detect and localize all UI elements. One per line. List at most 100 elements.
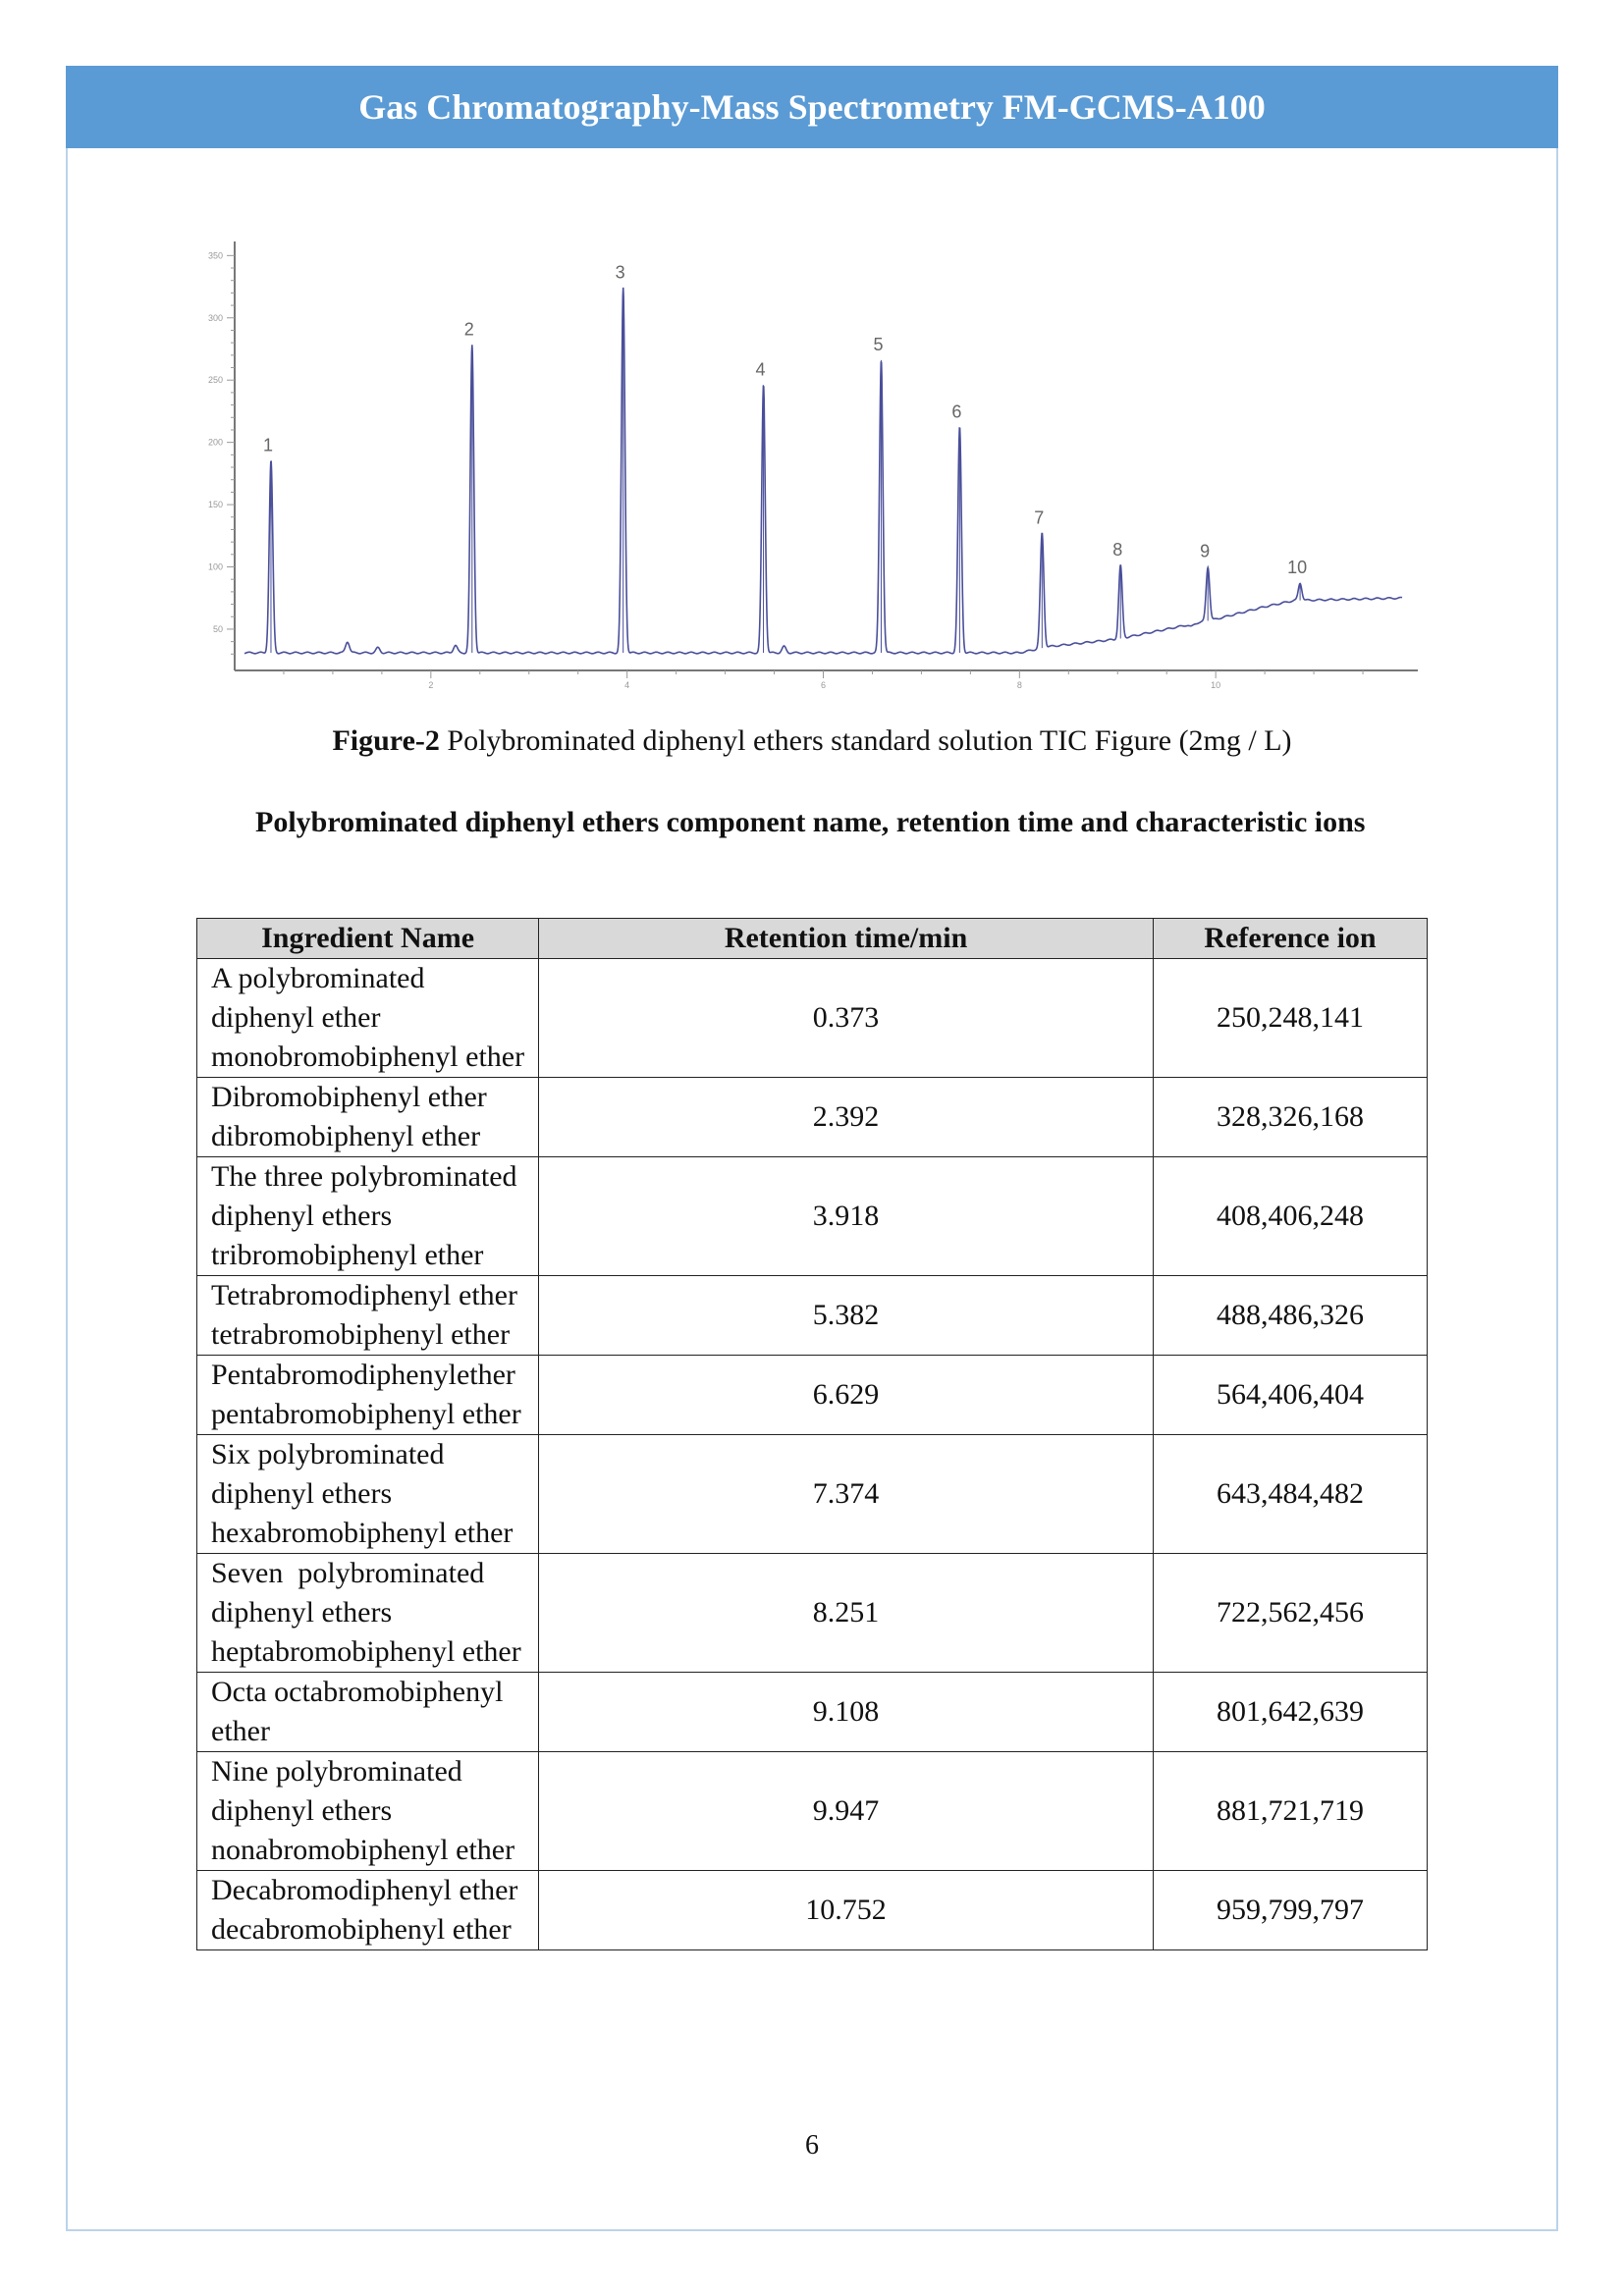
x-tick-label: 10	[1211, 680, 1220, 690]
x-tick-label: 6	[821, 680, 826, 690]
ingredient-name-line: diphenyl ethers	[211, 1200, 393, 1232]
header-title: Gas Chromatography-Mass Spectrometry FM-…	[358, 87, 1266, 127]
ingredient-name-line: heptabromobiphenyl ether	[211, 1635, 521, 1668]
table-row: A polybrominated diphenyl ether monobromob…	[195, 958, 1428, 1078]
y-tick-label: 200	[208, 438, 223, 448]
peak-label: 7	[1034, 507, 1044, 527]
table-row: Six polybrominated diphenyl ethers hexabro…	[195, 1434, 1428, 1554]
retention-time-cell: 0.373	[538, 958, 1154, 1078]
ingredient-name-line: monobromobiphenyl ether	[211, 1041, 525, 1073]
peak-label: 2	[464, 320, 474, 340]
ingredient-name-cell: Nine polybrominated diphenyl ethers nonabr…	[195, 1751, 540, 1871]
y-tick-label: 350	[208, 250, 223, 260]
table-header-row: Ingredient Name Retention time/min Refer…	[195, 918, 1428, 959]
reference-ion-cell: 564,406,404	[1153, 1355, 1428, 1435]
figure-label: Figure-2	[332, 724, 440, 757]
reference-ion-cell: 881,721,719	[1153, 1751, 1428, 1871]
table-row: Seven polybrominated diphenyl ethers hepta…	[195, 1553, 1428, 1673]
peak-label: 3	[616, 262, 625, 282]
ingredient-name-line: ether	[211, 1715, 270, 1747]
ingredient-name-line: Pentabromodiphenylether	[211, 1359, 515, 1391]
ingredient-name-line: diphenyl ethers	[211, 1477, 393, 1510]
peak-label: 5	[873, 335, 883, 354]
ingredient-name-line: nonabromobiphenyl ether	[211, 1834, 515, 1866]
ingredient-name-cell: Octa octabromobiphenyl ether	[195, 1672, 540, 1752]
ingredient-name-line: Dibromobiphenyl ether	[211, 1081, 487, 1113]
ingredient-name-line: The three polybrominated	[211, 1160, 517, 1193]
ingredient-name-cell: Seven polybrominated diphenyl ethers hepta…	[195, 1553, 540, 1673]
y-tick-label: 150	[208, 500, 223, 509]
table-row: Nine polybrominated diphenyl ethers nonabr…	[195, 1751, 1428, 1871]
page-header: Gas Chromatography-Mass Spectrometry FM-…	[66, 66, 1558, 148]
x-tick-label: 2	[428, 680, 433, 690]
table-row: Tetrabromodiphenyl ether tetrabromobiphen…	[195, 1275, 1428, 1356]
ingredient-name-cell: Pentabromodiphenylether pentabromobipheny…	[195, 1355, 540, 1435]
retention-time-cell: 3.918	[538, 1156, 1154, 1276]
retention-time-cell: 5.382	[538, 1275, 1154, 1356]
x-tick-label: 8	[1017, 680, 1022, 690]
table-row: Pentabromodiphenylether pentabromobipheny…	[195, 1355, 1428, 1435]
ingredient-name-line: Tetrabromodiphenyl ether	[211, 1279, 517, 1311]
peak-label: 8	[1112, 540, 1122, 560]
retention-time-cell: 2.392	[538, 1077, 1154, 1157]
reference-ion-cell: 250,248,141	[1153, 958, 1428, 1078]
retention-time-cell: 9.108	[538, 1672, 1154, 1752]
ingredient-name-line: Nine polybrominated	[211, 1755, 462, 1788]
ingredient-name-line: pentabromobiphenyl ether	[211, 1398, 521, 1430]
ingredient-name-line: diphenyl ethers	[211, 1794, 393, 1827]
retention-time-cell: 8.251	[538, 1553, 1154, 1673]
table-row: The three polybrominated diphenyl ethers t…	[195, 1156, 1428, 1276]
table-row: Dibromobiphenyl ether dibromobiphenyl eth…	[195, 1077, 1428, 1157]
table-row: Decabromodiphenyl ether decabromobiphenyl…	[195, 1870, 1428, 1950]
reference-ion-cell: 722,562,456	[1153, 1553, 1428, 1673]
x-tick-label: 4	[624, 680, 629, 690]
peak-label: 9	[1200, 542, 1210, 561]
retention-time-cell: 7.374	[538, 1434, 1154, 1554]
table-row: Octa octabromobiphenyl ether 9.108 801,642,…	[195, 1672, 1428, 1752]
reference-ion-cell: 643,484,482	[1153, 1434, 1428, 1554]
ingredient-name-line: decabromobiphenyl ether	[211, 1913, 512, 1946]
ingredient-name-cell: Six polybrominated diphenyl ethers hexabro…	[195, 1434, 540, 1554]
ingredient-name-line: Octa octabromobiphenyl	[211, 1676, 504, 1708]
figure-caption-text: Polybrominated diphenyl ethers standard …	[439, 724, 1292, 757]
section-heading: Polybrominated diphenyl ethers component…	[255, 806, 1366, 838]
ingredient-name-cell: Decabromodiphenyl ether decabromobiphenyl…	[195, 1870, 540, 1950]
ingredient-name-line: Six polybrominated	[211, 1438, 445, 1470]
peak-label: 1	[263, 436, 273, 455]
retention-time-cell: 6.629	[538, 1355, 1154, 1435]
ingredient-name-line: diphenyl ether	[211, 1001, 381, 1034]
reference-ion-cell: 959,799,797	[1153, 1870, 1428, 1950]
ingredient-name-line: tetrabromobiphenyl ether	[211, 1318, 511, 1351]
ingredient-name-line: dibromobiphenyl ether	[211, 1120, 481, 1152]
y-tick-label: 50	[213, 624, 223, 634]
retention-time-cell: 10.752	[538, 1870, 1154, 1950]
peak-label: 10	[1287, 558, 1307, 577]
reference-ion-cell: 488,486,326	[1153, 1275, 1428, 1356]
peak-label: 6	[951, 401, 961, 421]
ingredient-name-line: hexabromobiphenyl ether	[211, 1517, 514, 1549]
y-tick-label: 100	[208, 562, 223, 572]
ingredient-name-line: Seven polybrominated	[211, 1557, 485, 1589]
ingredient-name-line: A polybrominated	[211, 962, 425, 994]
retention-time-cell: 9.947	[538, 1751, 1154, 1871]
reference-ion-cell: 328,326,168	[1153, 1077, 1428, 1157]
reference-ion-cell: 801,642,639	[1153, 1672, 1428, 1752]
peak-label: 4	[756, 359, 766, 379]
components-table: Ingredient Name Retention time/min Refer…	[195, 918, 1428, 1950]
reference-ion-cell: 408,406,248	[1153, 1156, 1428, 1276]
ingredient-name-line: diphenyl ethers	[211, 1596, 393, 1629]
col-reference-ion: Reference ion	[1153, 918, 1428, 959]
y-tick-label: 300	[208, 313, 223, 323]
ingredient-name-line: tribromobiphenyl ether	[211, 1239, 484, 1271]
ingredient-name-cell: Dibromobiphenyl ether dibromobiphenyl eth…	[195, 1077, 540, 1157]
ingredient-name-line: Decabromodiphenyl ether	[211, 1874, 518, 1906]
ingredient-name-cell: The three polybrominated diphenyl ethers t…	[195, 1156, 540, 1276]
figure-caption: Figure-2 Polybrominated diphenyl ethers …	[0, 724, 1624, 758]
ingredient-name-cell: A polybrominated diphenyl ether monobromob…	[195, 958, 540, 1078]
col-ingredient-name: Ingredient Name	[195, 918, 540, 959]
ingredient-name-cell: Tetrabromodiphenyl ether tetrabromobiphen…	[195, 1275, 540, 1356]
page-number: 6	[805, 2130, 819, 2161]
tic-trace	[244, 287, 1403, 655]
y-tick-label: 250	[208, 375, 223, 385]
